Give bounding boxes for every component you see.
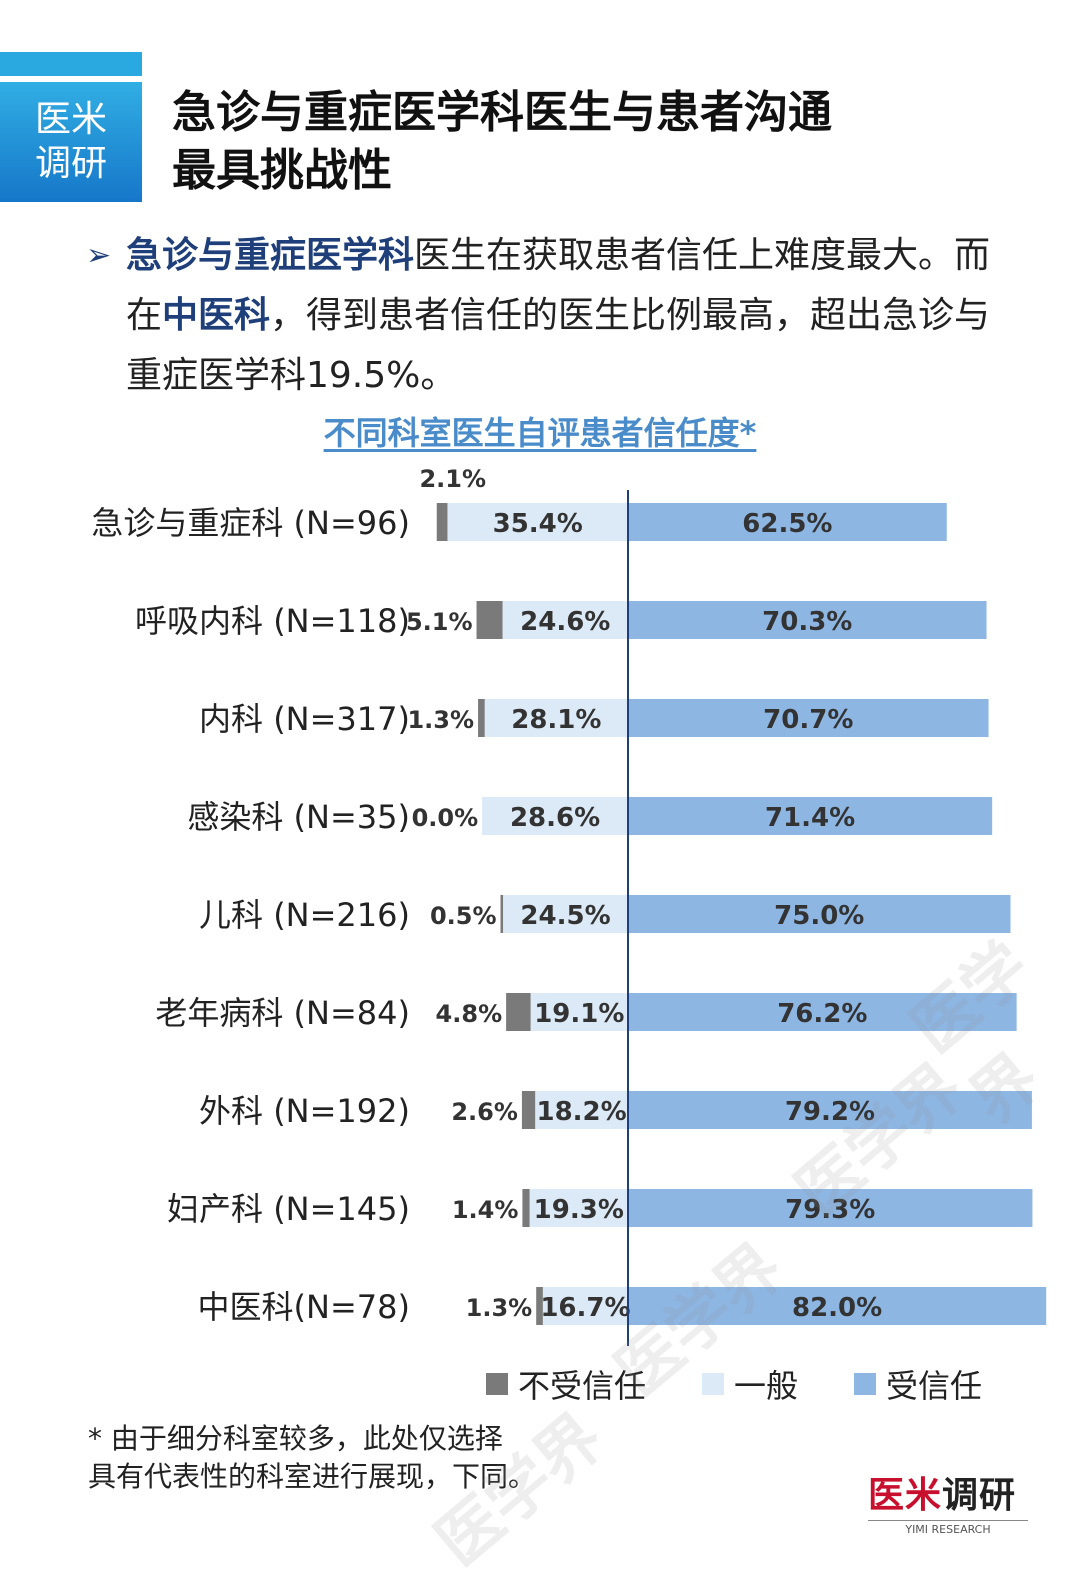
- data-label-trust: 71.4%: [765, 803, 855, 833]
- data-label-distrust: 5.1%: [406, 608, 473, 636]
- data-label-neutral: 24.6%: [520, 607, 610, 637]
- bar-trust: [628, 601, 987, 639]
- bar-distrust: [522, 1189, 530, 1227]
- title-line2: 最具挑战性: [172, 145, 392, 196]
- data-label-neutral: 18.2%: [536, 1097, 626, 1127]
- footnote: * 由于细分科室较多，此处仅选择 具有代表性的科室进行展现，下同。: [88, 1420, 648, 1496]
- data-label-distrust: 2.6%: [451, 1098, 518, 1126]
- legend-item-distrust: 不受信任: [486, 1361, 646, 1407]
- chart-title: 不同科室医生自评患者信任度*: [323, 414, 757, 452]
- arrow-bullet-icon: ➢: [86, 238, 112, 273]
- category-label: 老年病科 (N=84): [155, 994, 410, 1032]
- bar-neutral: [502, 601, 628, 639]
- bar-trust: [628, 895, 1011, 933]
- bar-neutral: [535, 1091, 628, 1129]
- bar-distrust: [506, 993, 531, 1031]
- category-label: 感染科 (N=35): [187, 798, 410, 836]
- bar-trust: [628, 1189, 1033, 1227]
- data-label-neutral: 19.1%: [534, 999, 624, 1029]
- category-label: 妇产科 (N=145): [167, 1190, 410, 1228]
- legend-item-trust: 受信任: [854, 1361, 982, 1407]
- title-line1: 急诊与重症医学科医生与患者沟通: [172, 87, 832, 138]
- data-label-trust: 76.2%: [777, 999, 867, 1029]
- data-label-neutral: 35.4%: [493, 509, 583, 539]
- highlight-tcm: 中医科: [162, 295, 271, 336]
- badge-line1: 医米: [34, 99, 107, 140]
- data-label-trust: 79.3%: [785, 1195, 875, 1225]
- legend-swatch-neutral: [702, 1373, 725, 1395]
- legend-swatch-trust: [854, 1373, 877, 1395]
- data-label-distrust: 0.5%: [430, 902, 497, 930]
- bar-trust: [628, 503, 947, 541]
- legend-label-neutral: 一般: [734, 1367, 799, 1405]
- data-label-trust: 70.7%: [763, 705, 853, 735]
- bar-distrust: [478, 699, 485, 737]
- bar-distrust: [500, 895, 504, 933]
- category-label: 中医科(N=78): [198, 1288, 410, 1326]
- header-stripe: [0, 52, 142, 76]
- trust-chart: 急诊与重症科 (N=96) 35.4% 62.5% 2.1% 呼吸内科 (N=118) 2…: [91, 465, 1047, 1346]
- bar-distrust: [476, 601, 503, 639]
- bar-trust: [628, 797, 993, 835]
- logo-cn: 医米调研: [868, 1475, 1017, 1516]
- footnote-line2: 具有代表性的科室进行展现，下同。: [88, 1460, 537, 1493]
- summary-bullet: ➢ 急诊与重症医学科医生在获取患者信任上难度最大。而在中医科，得到患者信任的医生…: [86, 226, 1006, 406]
- yimi-logo: 医米调研 YIMI RESEARCH: [868, 1466, 1028, 1536]
- legend-swatch-distrust: [486, 1373, 508, 1395]
- bar-neutral: [503, 895, 628, 933]
- data-label-trust: 62.5%: [742, 509, 832, 539]
- bar-neutral: [542, 1287, 628, 1325]
- summary-part4: ，得到患者信任的医生比例最高，超出急诊与重症医学科19.5%。: [126, 295, 991, 396]
- bar-neutral: [447, 503, 628, 541]
- data-label-distrust: 2.1%: [419, 465, 486, 493]
- data-label-trust: 70.3%: [762, 607, 852, 637]
- data-label-distrust: 1.3%: [466, 1294, 533, 1322]
- legend-label-distrust: 不受信任: [518, 1367, 647, 1405]
- highlight-emergency: 急诊与重症医学科: [126, 235, 415, 276]
- data-label-distrust: 1.4%: [452, 1196, 519, 1224]
- category-label: 儿科 (N=216): [199, 896, 410, 934]
- category-label: 急诊与重症科 (N=96): [91, 504, 410, 542]
- summary-part2: 医生在获取患者信任上难度最大。而在: [126, 235, 991, 336]
- bar-trust: [628, 993, 1017, 1031]
- bar-neutral: [482, 797, 628, 835]
- page-title: 急诊与重症医学科医生与患者沟通 最具挑战性: [172, 84, 1052, 200]
- legend-label-trust: 受信任: [886, 1367, 983, 1405]
- data-label-trust: 75.0%: [774, 901, 864, 931]
- summary-text: 急诊与重症医学科医生在获取患者信任上难度最大。而在中医科，得到患者信任的医生比例…: [126, 226, 1006, 406]
- data-label-neutral: 19.3%: [534, 1195, 624, 1225]
- logo-en: YIMI RESEARCH: [868, 1520, 1028, 1536]
- footnote-line1: * 由于细分科室较多，此处仅选择: [88, 1422, 503, 1455]
- legend-item-neutral: 一般: [702, 1361, 798, 1407]
- data-label-neutral: 28.1%: [511, 705, 601, 735]
- bar-trust: [628, 699, 989, 737]
- data-label-distrust: 1.3%: [407, 706, 474, 734]
- bar-trust: [628, 1091, 1032, 1129]
- bar-distrust: [536, 1287, 543, 1325]
- bar-neutral: [529, 1189, 628, 1227]
- brand-badge: 医米 调研: [0, 82, 142, 202]
- data-label-neutral: 24.5%: [520, 901, 610, 931]
- badge-line2: 调研: [34, 143, 107, 184]
- bar-distrust: [436, 503, 448, 541]
- data-label-trust: 79.2%: [785, 1097, 875, 1127]
- data-label-neutral: 16.7%: [540, 1293, 630, 1323]
- data-label-neutral: 28.6%: [510, 803, 600, 833]
- data-label-trust: 82.0%: [792, 1293, 882, 1323]
- bar-neutral: [530, 993, 628, 1031]
- data-label-distrust: 0.0%: [412, 804, 479, 832]
- category-label: 呼吸内科 (N=118): [135, 602, 410, 640]
- chart-legend: 不受信任 一般 受信任: [486, 1362, 1038, 1406]
- category-label: 外科 (N=192): [199, 1092, 410, 1130]
- bar-neutral: [484, 699, 628, 737]
- bar-distrust: [521, 1091, 536, 1129]
- bar-trust: [628, 1287, 1047, 1325]
- data-label-distrust: 4.8%: [436, 1000, 503, 1028]
- category-label: 内科 (N=317): [199, 700, 410, 738]
